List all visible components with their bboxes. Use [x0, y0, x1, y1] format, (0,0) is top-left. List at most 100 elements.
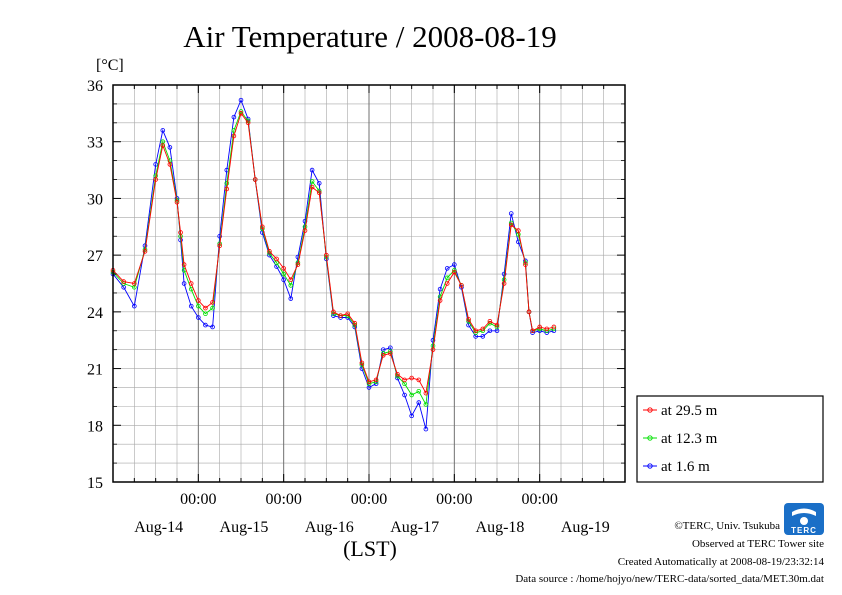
data-point — [402, 392, 407, 398]
data-point — [281, 266, 286, 271]
data-point — [437, 286, 443, 292]
data-point — [338, 313, 343, 318]
data-point — [416, 400, 422, 405]
data-point — [324, 252, 329, 258]
data-point — [142, 249, 148, 254]
data-point — [444, 266, 450, 271]
data-point — [452, 269, 457, 275]
data-point — [295, 262, 301, 267]
data-point — [181, 281, 187, 286]
data-point — [480, 326, 486, 332]
x-date-label: Aug-15 — [220, 519, 269, 536]
data-point — [352, 320, 358, 326]
data-point — [188, 281, 194, 286]
data-point — [260, 224, 265, 230]
x-time-label: 00:00 — [436, 491, 472, 508]
data-point — [210, 305, 215, 311]
axis-ticks — [113, 84, 625, 483]
data-point — [501, 271, 507, 277]
x-time-label: 00:00 — [351, 491, 387, 508]
x-date-label: Aug-14 — [134, 519, 183, 536]
footer-copyright: ©TERC, Univ. Tsukuba — [674, 520, 780, 532]
y-tick-label: 21 — [87, 362, 103, 379]
data-point — [359, 360, 365, 366]
logo-wave-icon — [792, 508, 816, 516]
y-tick-label: 24 — [87, 305, 103, 322]
data-point — [281, 277, 286, 283]
data-point — [288, 283, 294, 288]
data-point — [508, 211, 514, 216]
data-point — [452, 262, 457, 267]
data-point — [181, 262, 187, 267]
legend-label: at 1.6 m — [661, 459, 710, 475]
x-time-label: 00:00 — [180, 491, 216, 508]
grid-lines — [113, 85, 625, 482]
legend-swatch-marker — [647, 407, 653, 413]
x-date-label: Aug-16 — [305, 519, 354, 536]
y-tick-label: 27 — [87, 248, 103, 265]
data-point — [188, 303, 194, 309]
data-point — [224, 181, 230, 186]
data-point — [516, 228, 521, 233]
data-point — [252, 177, 258, 182]
data-point — [203, 305, 208, 311]
x-date-label: Aug-19 — [561, 519, 610, 536]
series-line — [112, 98, 555, 430]
data-point — [501, 281, 507, 286]
data-point — [480, 334, 486, 339]
logo-drop-icon — [800, 517, 808, 525]
data-point — [316, 190, 322, 196]
y-tick-label: 36 — [87, 78, 103, 95]
data-point — [178, 230, 183, 235]
x-date-label: Aug-18 — [476, 519, 525, 536]
data-point — [288, 296, 294, 301]
data-point — [544, 326, 550, 332]
legend-label: at 12.3 m — [661, 431, 718, 447]
data-point — [430, 347, 436, 352]
data-point — [430, 337, 436, 343]
data-point — [174, 199, 180, 205]
data-point — [196, 298, 201, 303]
data-point — [345, 311, 350, 317]
series-line — [112, 110, 555, 406]
data-point — [409, 413, 414, 419]
data-point — [153, 162, 158, 167]
footer-observed: Observed at TERC Tower site — [691, 538, 824, 550]
data-point — [121, 279, 126, 284]
data-point — [309, 167, 315, 173]
data-point — [153, 177, 158, 182]
data-point — [217, 233, 222, 239]
data-point — [444, 281, 450, 286]
data-point — [238, 111, 244, 116]
data-point — [526, 309, 532, 315]
legend-box — [636, 395, 824, 483]
data-point — [203, 322, 208, 328]
data-point — [551, 324, 557, 330]
series-at-1-6-m — [110, 97, 557, 432]
data-point — [508, 222, 514, 228]
x-tick-labels: 00:00 00:00 00:00 00:00 00:00 Aug-14 Aug-15 Aug… — [134, 491, 610, 536]
series-line — [112, 112, 555, 395]
series-at-29-5-m — [110, 111, 557, 396]
legend-label: at 29.5 m — [661, 403, 718, 419]
data-point — [437, 298, 443, 303]
data-point — [288, 277, 294, 283]
data-point — [416, 388, 422, 394]
data-point — [423, 402, 429, 407]
data-point — [409, 375, 414, 381]
data-point — [281, 271, 286, 277]
data-point — [523, 262, 528, 267]
series-at-12-3-m — [110, 109, 557, 407]
data-point — [196, 303, 201, 309]
data-point — [444, 275, 450, 281]
data-point — [132, 281, 137, 286]
footer-source: Data source : /home/hojyo/new/TERC-data/… — [515, 573, 824, 585]
data-point — [231, 133, 237, 139]
data-point — [231, 114, 237, 120]
data-point — [402, 377, 407, 383]
legend-swatch-marker — [647, 435, 653, 441]
x-date-label: Aug-17 — [390, 519, 439, 536]
legend-swatch-marker — [647, 463, 653, 469]
y-tick-label: 18 — [87, 418, 103, 435]
data-point — [409, 392, 414, 398]
